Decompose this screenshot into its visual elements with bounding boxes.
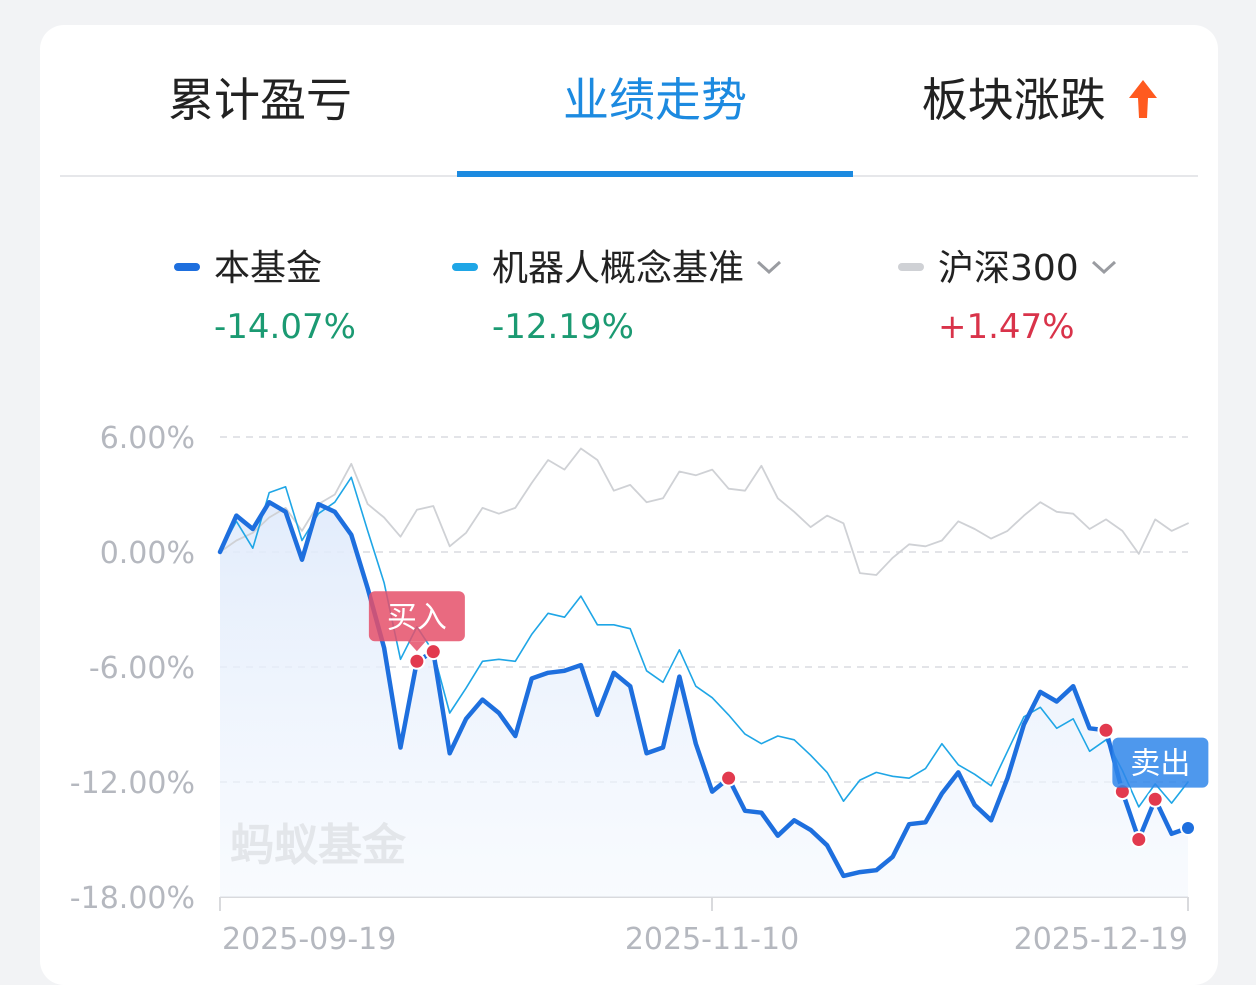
legend-label-text: 沪深300: [938, 248, 1079, 289]
chevron-down-icon[interactable]: [1091, 259, 1117, 275]
hot-arrow-up-icon: [1129, 79, 1158, 118]
legend-label-text: 机器人概念基准: [492, 248, 745, 289]
tab-label: 业绩走势: [563, 73, 747, 127]
legend-label: 机器人概念基准: [492, 245, 782, 293]
buy-tag: [368, 591, 465, 642]
tab-cumulative-pnl[interactable]: 累计盈亏: [100, 65, 420, 135]
watermark: 蚂蚁基金: [230, 820, 407, 871]
tab-sector-movement[interactable]: 板块涨跌: [880, 65, 1200, 135]
tab-label: 累计盈亏: [168, 73, 352, 127]
tab-performance-trend[interactable]: 业绩走势: [497, 65, 813, 135]
legend-label: 本基金: [214, 248, 323, 289]
legend-swatch: [174, 263, 200, 271]
y-tick-label: 6.00%: [100, 421, 195, 456]
performance-line-chart[interactable]: 6.00% 0.00% -6.00% -12.00% -18.00% 2025-09-19…: [40, 25, 1218, 963]
tab-bar: 累计盈亏 业绩走势 板块涨跌: [60, 25, 1198, 177]
legend-swatch: [898, 263, 924, 271]
y-tick-label: -6.00%: [89, 651, 195, 686]
legend-value: -14.07%: [214, 307, 356, 347]
x-tick-label: 2025-11-10: [625, 922, 799, 957]
legend-value: +1.47%: [938, 307, 1075, 347]
x-tick-label: 2025-09-19: [222, 922, 396, 957]
tab-label: 板块涨跌: [921, 73, 1106, 127]
fund-endpoint: [1180, 820, 1196, 836]
trade-point[interactable]: [1146, 790, 1164, 808]
trade-point[interactable]: [720, 769, 738, 787]
legend-value: -12.19%: [492, 307, 634, 347]
y-tick-label: 0.00%: [100, 536, 195, 571]
active-tab-indicator: [457, 171, 853, 177]
trade-point[interactable]: [1097, 721, 1115, 739]
series-line-csi300: [219, 447, 1189, 576]
performance-card: 累计盈亏 业绩走势 板块涨跌 本基金 -14.07% 机器人概念基准 -12.1…: [40, 25, 1218, 985]
y-tick-label: -12.00%: [70, 766, 195, 801]
trade-point[interactable]: [408, 652, 426, 670]
x-tick-label: 2025-12-19: [1014, 922, 1188, 957]
trade-point[interactable]: [424, 643, 442, 661]
buy-tag-label: 买入: [387, 600, 447, 635]
sell-tag: [1112, 737, 1209, 788]
fund-area-fill: [220, 502, 1188, 897]
trade-point[interactable]: [1130, 831, 1148, 848]
buy-tag-pointer: [407, 641, 426, 652]
y-tick-label: -18.00%: [70, 881, 195, 916]
chart-legend: 本基金 -14.07% 机器人概念基准 -12.19% 沪深300 +1.47%: [40, 245, 1218, 375]
sell-tag-label: 卖出: [1130, 747, 1190, 782]
chevron-down-icon[interactable]: [756, 259, 782, 275]
legend-swatch: [452, 263, 478, 271]
legend-label: 沪深300: [938, 245, 1117, 293]
